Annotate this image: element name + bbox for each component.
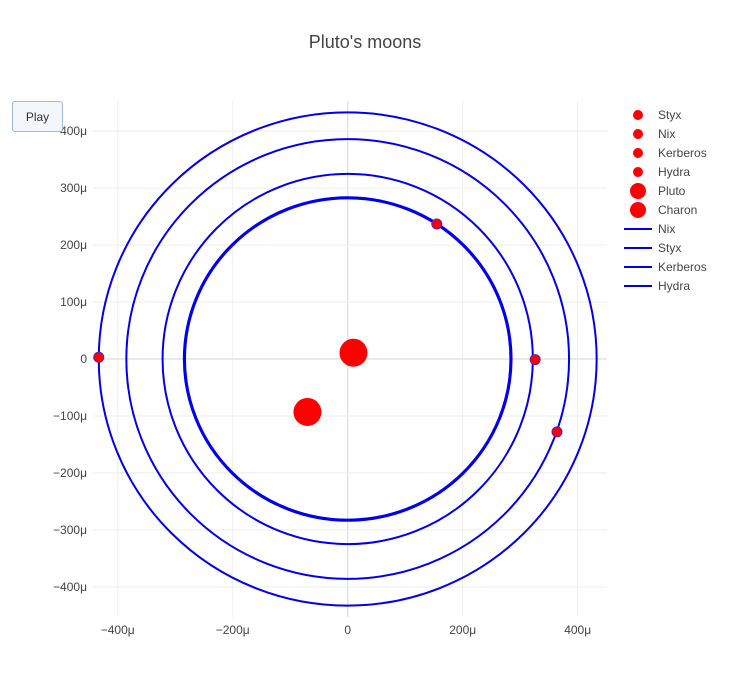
y-tick-label: 100μ	[60, 295, 87, 309]
legend-symbol-styx-marker	[633, 110, 643, 120]
orbit-nix-path	[182, 196, 513, 522]
x-tick-label: −400μ	[101, 623, 135, 637]
legend-label-nix: Nix	[658, 127, 675, 141]
x-tick-label: 0	[344, 623, 351, 637]
y-tick-label: 300μ	[60, 181, 87, 195]
legend-label-pluto: Pluto	[658, 184, 686, 198]
grid-layer	[93, 101, 607, 617]
legend-item-hydra-marker[interactable]: Hydra	[633, 165, 690, 179]
legend-label-charon: Charon	[658, 203, 697, 217]
marker-styx	[431, 218, 443, 230]
marker-hydra	[93, 351, 105, 363]
marker-kerberos	[551, 426, 563, 438]
y-tick-label: 200μ	[60, 238, 87, 252]
legend-label-styx: Styx	[658, 241, 681, 255]
marker-pluto	[339, 338, 368, 367]
legend-item-hydra-line[interactable]: Hydra	[624, 279, 690, 293]
legend-label-nix: Nix	[658, 222, 675, 236]
y-tick-label: 0	[80, 352, 87, 366]
legend-label-kerberos: Kerberos	[658, 260, 707, 274]
legend-item-kerberos-marker[interactable]: Kerberos	[633, 146, 707, 160]
legend-item-nix-marker[interactable]: Nix	[633, 127, 675, 141]
marker-layer	[93, 218, 563, 438]
marker-nix	[529, 354, 541, 366]
legend-symbol-kerberos-marker	[633, 148, 643, 158]
orbit-nix-line	[182, 196, 513, 522]
legend-item-kerberos-line[interactable]: Kerberos	[624, 260, 707, 274]
orbit-kerberos-path	[125, 138, 571, 580]
legend-item-styx-line[interactable]: Styx	[624, 241, 681, 255]
marker-charon	[293, 397, 322, 426]
play-button[interactable]: Play	[12, 101, 63, 132]
legend-item-styx-marker[interactable]: Styx	[633, 108, 681, 122]
legend-label-styx: Styx	[658, 108, 681, 122]
orbit-nix-path	[183, 197, 512, 521]
y-tick-label: −100μ	[53, 409, 87, 423]
x-tick-label: −200μ	[216, 623, 250, 637]
x-tick-label: 400μ	[564, 623, 591, 637]
legend-symbol-pluto-marker	[630, 183, 646, 199]
legend-symbol-charon-marker	[630, 202, 646, 218]
legend-item-pluto-marker[interactable]: Pluto	[630, 183, 686, 199]
x-axis: −400μ −200μ 0 200μ 400μ	[101, 623, 591, 637]
y-tick-label: −400μ	[53, 580, 87, 594]
legend[interactable]: Styx Nix Kerberos Hydra Pluto Charon Nix Styx Ke…	[624, 108, 707, 293]
legend-item-nix-line[interactable]: Nix	[624, 222, 675, 236]
y-tick-label: −200μ	[53, 466, 87, 480]
legend-symbol-nix-marker	[633, 129, 643, 139]
orbit-kerberos-line	[125, 138, 571, 580]
y-tick-label: 400μ	[60, 124, 87, 138]
legend-item-charon-marker[interactable]: Charon	[630, 202, 697, 218]
legend-label-kerberos: Kerberos	[658, 146, 707, 160]
y-axis: 400μ 300μ 200μ 100μ 0 −100μ −200μ −300μ −400μ	[53, 124, 87, 594]
x-tick-label: 200μ	[449, 623, 476, 637]
y-tick-label: −300μ	[53, 523, 87, 537]
legend-label-hydra: Hydra	[658, 165, 690, 179]
legend-label-hydra: Hydra	[658, 279, 690, 293]
legend-symbol-hydra-marker	[633, 167, 643, 177]
